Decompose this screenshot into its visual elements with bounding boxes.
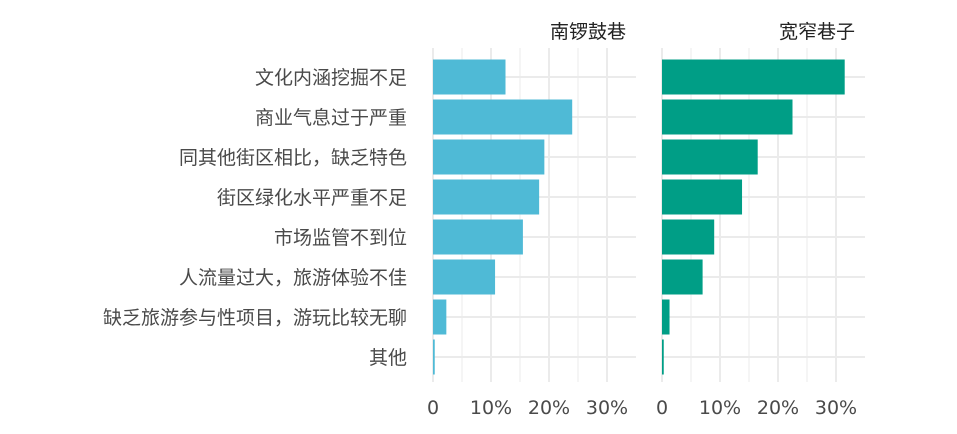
category-label: 人流量过大，旅游体验不佳 (179, 267, 407, 289)
x-tick-label: 0 (656, 397, 668, 419)
x-tick-label: 30% (815, 397, 857, 419)
x-tick-label: 0 (427, 397, 439, 419)
bar (433, 179, 540, 215)
panel-title: 宽窄巷子 (779, 21, 855, 43)
panel-background (433, 48, 636, 382)
bar (662, 339, 664, 375)
bar (433, 59, 506, 95)
bar (433, 139, 545, 175)
panel-background (662, 48, 865, 382)
bar (433, 339, 435, 375)
x-tick-label: 10% (470, 397, 512, 419)
bar (662, 219, 715, 255)
category-label: 其他 (369, 347, 407, 369)
bar (433, 259, 496, 295)
bar (662, 259, 703, 295)
panel-title: 南锣鼓巷 (550, 21, 626, 43)
category-label: 缺乏旅游参与性项目，游玩比较无聊 (103, 307, 407, 329)
bar (662, 179, 743, 215)
x-tick-label: 20% (528, 397, 570, 419)
category-label: 市场监管不到位 (274, 227, 407, 249)
category-label: 文化内涵挖掘不足 (255, 67, 407, 89)
bar (662, 59, 845, 95)
bar (433, 99, 573, 135)
category-label: 街区绿化水平严重不足 (217, 187, 407, 209)
bar (433, 299, 447, 335)
x-tick-label: 20% (757, 397, 799, 419)
bar (433, 219, 523, 255)
bar (662, 99, 793, 135)
x-tick-label: 10% (699, 397, 741, 419)
bar (662, 299, 670, 335)
bar (662, 139, 758, 175)
category-label: 同其他街区相比，缺乏特色 (179, 147, 407, 169)
category-label: 商业气息过于严重 (255, 107, 407, 129)
x-tick-label: 30% (586, 397, 628, 419)
